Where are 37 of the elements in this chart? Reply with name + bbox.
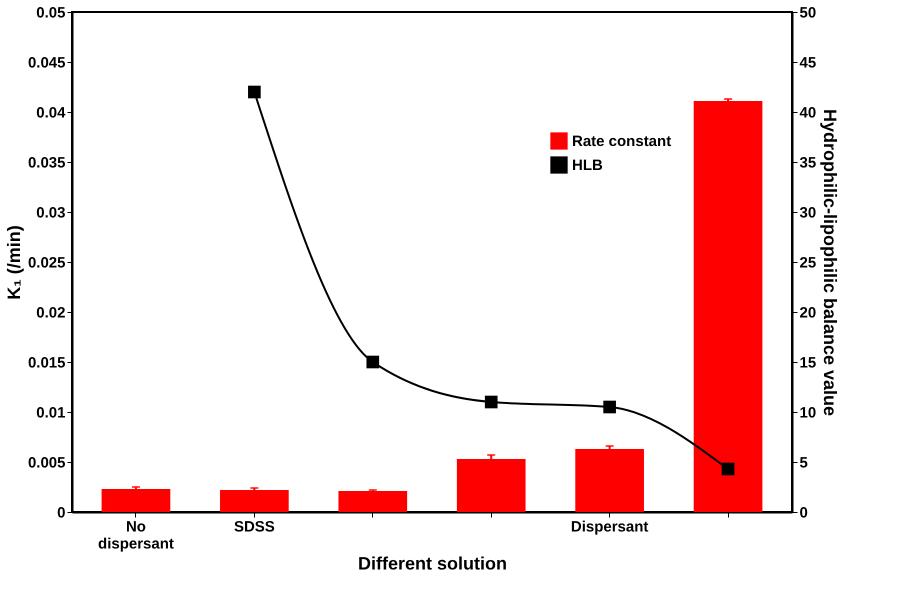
y-tick-label: 0.01 [36, 404, 66, 422]
y-tick-label: 0.025 [28, 254, 66, 272]
y-axis-title: K₁ (/min) [4, 225, 24, 300]
point [484, 396, 498, 408]
y2-tick-label: 40 [800, 104, 816, 122]
y-tick-label: 0 [57, 504, 66, 522]
x-tick-label: No dispersant [98, 518, 174, 552]
y-tick-label: 0.04 [36, 104, 66, 122]
y2-tick-label: 15 [800, 354, 816, 372]
point [603, 400, 616, 414]
legend-label: Rate constant [572, 133, 672, 150]
y-tick-label: 0.005 [28, 454, 66, 472]
y-tick-label: 0.02 [36, 304, 66, 322]
legend-label: HLB [572, 157, 603, 174]
x-axis-title: Different solution [358, 554, 507, 574]
y2-tick-label: 45 [800, 54, 816, 72]
y-tick-label: 0.015 [28, 354, 66, 372]
y2-tick-label: 25 [800, 254, 816, 272]
point [366, 356, 380, 368]
y2-tick-label: 20 [800, 304, 816, 322]
bar [575, 449, 644, 512]
y2-tick-label: 5 [800, 454, 808, 472]
y2-tick-label: 35 [800, 154, 816, 172]
y-tick-label: 0.03 [36, 204, 66, 222]
y2-tick-label: 10 [800, 404, 816, 422]
y-tick-label: 0.035 [28, 154, 66, 172]
y-tick-label: 0.05 [36, 4, 66, 22]
y2-tick-label: 30 [800, 204, 816, 222]
y2-tick-label: 50 [800, 4, 816, 22]
x-tick-label: Dispersant [570, 518, 648, 536]
y-tick-label: 0.045 [28, 54, 66, 72]
y2-tick-label: 0 [800, 504, 808, 522]
x-tick-label: SDSS [234, 518, 275, 536]
point [722, 462, 734, 476]
point [248, 86, 261, 98]
y2-axis-title: Hydrophilic-lipophilic balance value [820, 108, 840, 416]
bar [456, 459, 526, 512]
